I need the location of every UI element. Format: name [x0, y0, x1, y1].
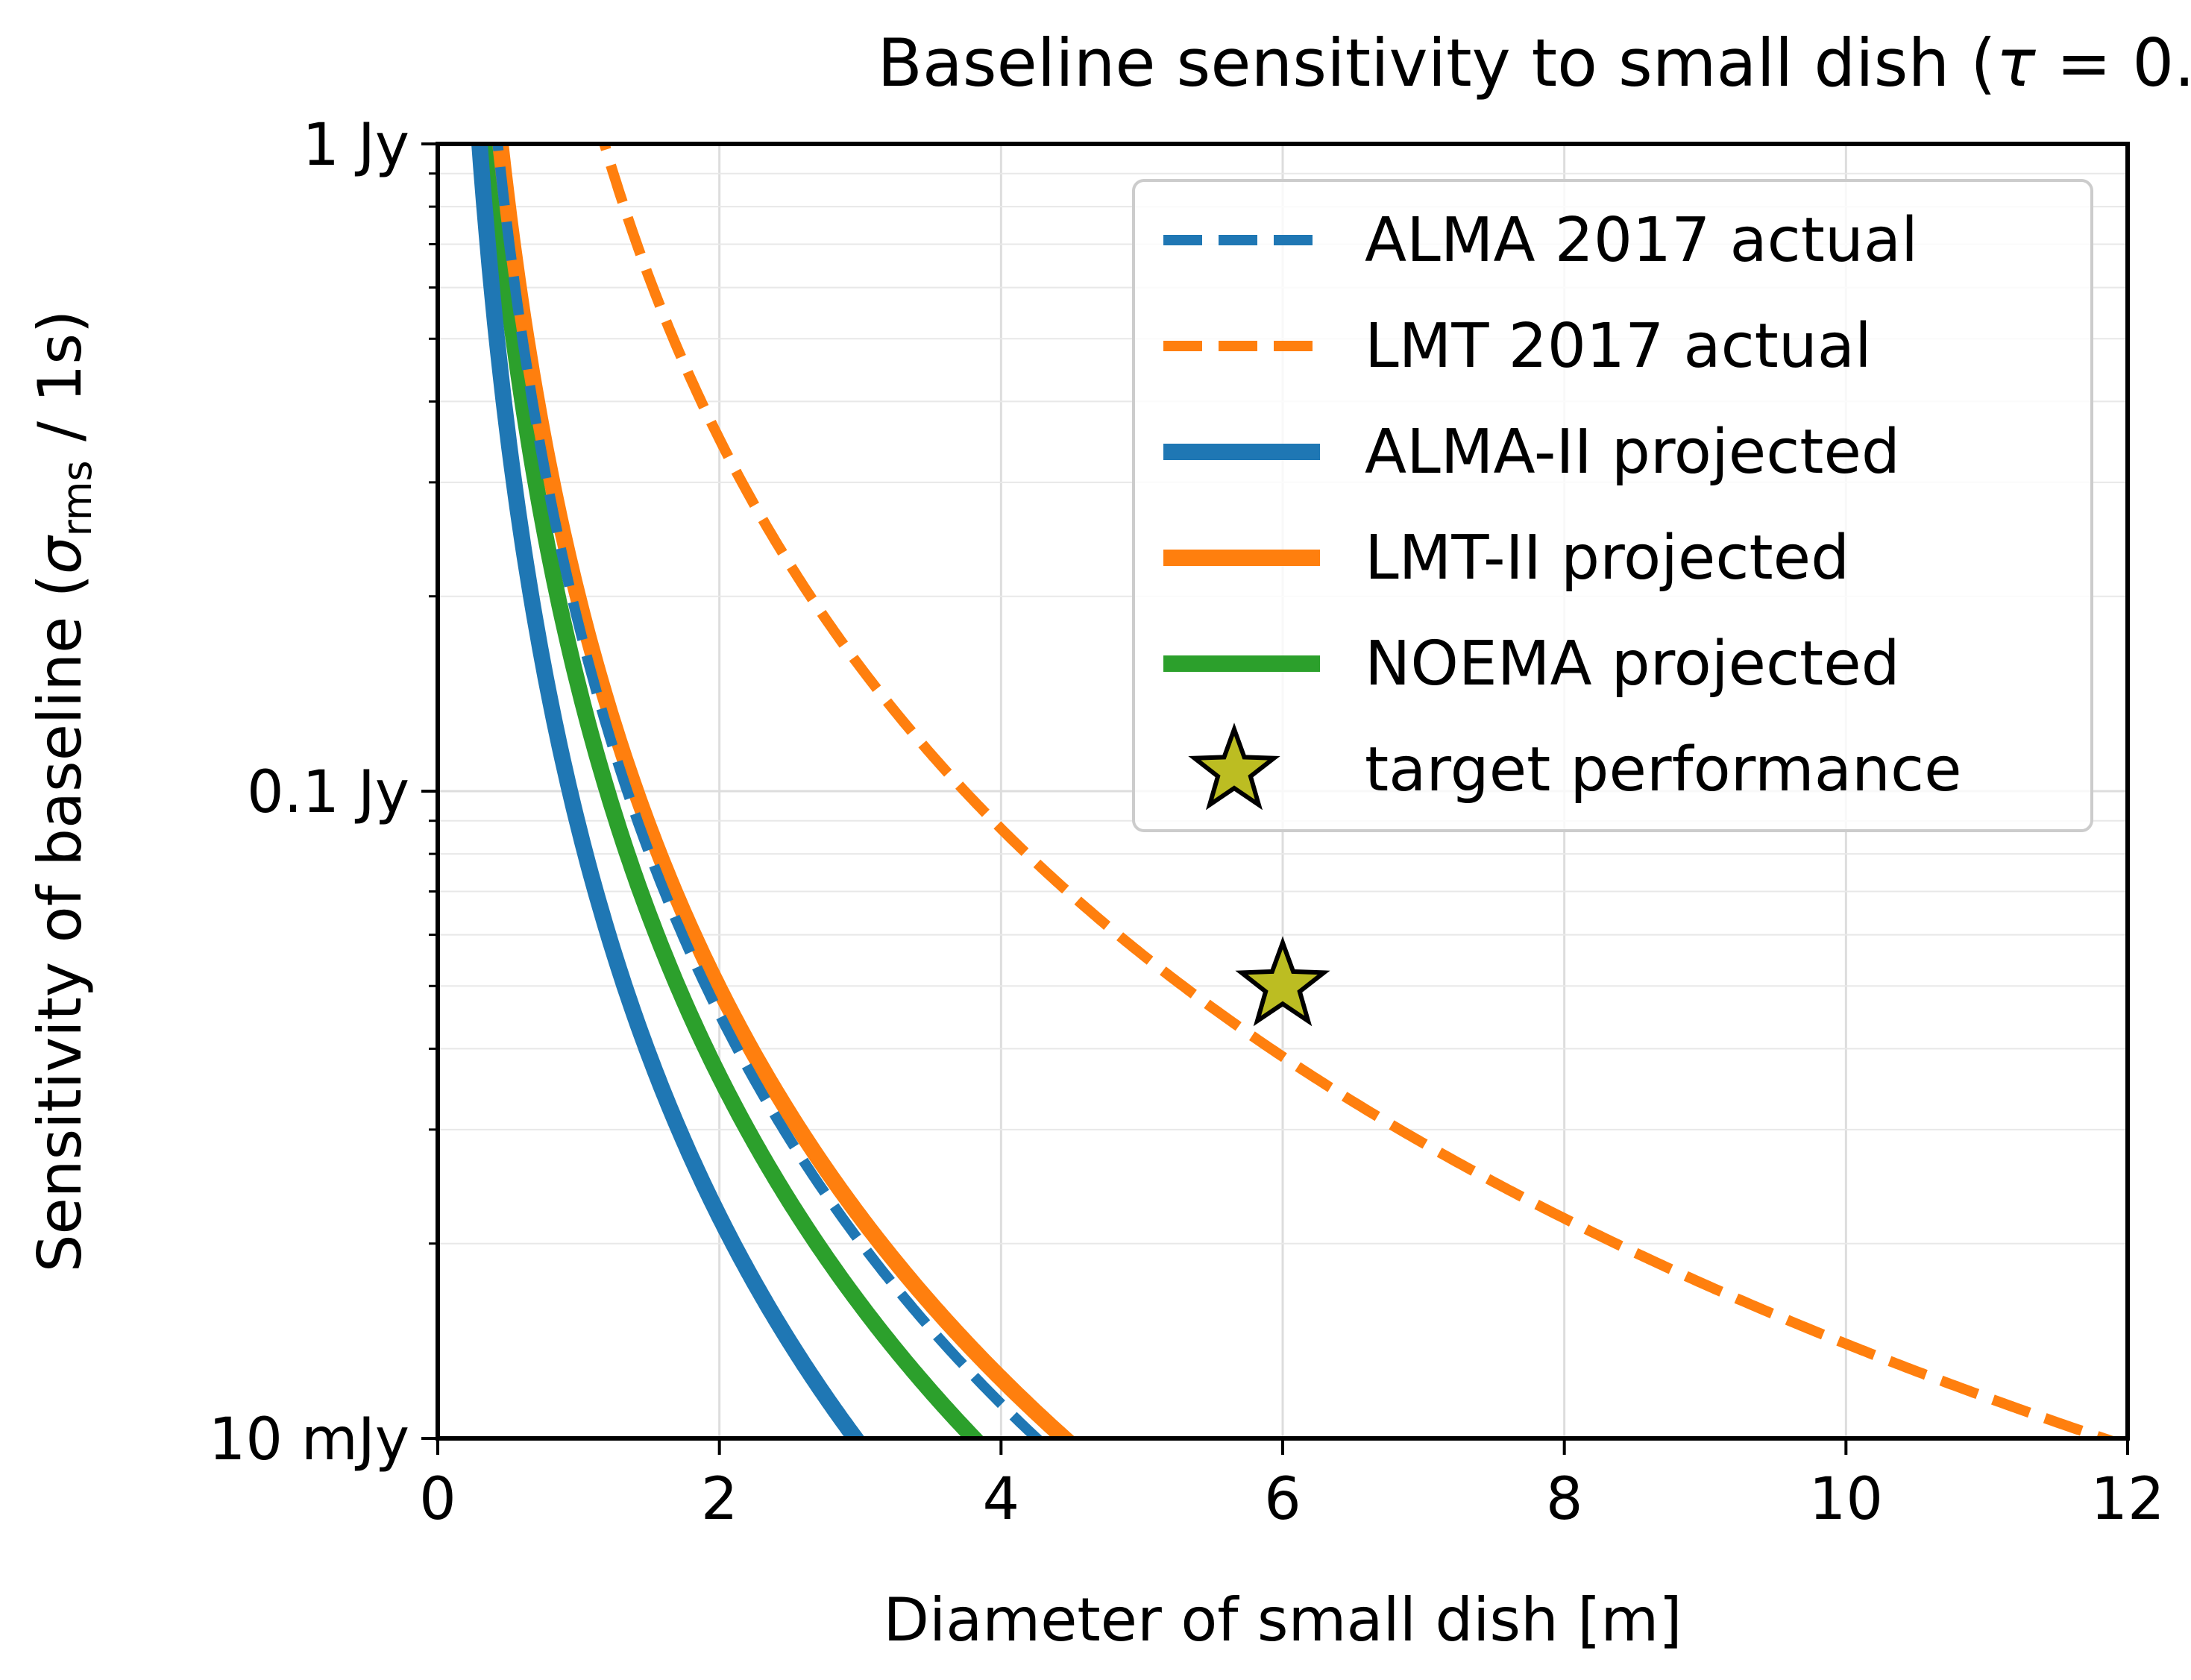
x-tick-label: 4 [983, 1466, 1020, 1533]
x-tick-label: 12 [2090, 1466, 2164, 1533]
series-line-alma-2017-actual [492, 144, 1045, 1438]
chart-title: Baseline sensitivity to small dish (τ = … [877, 25, 2191, 101]
y-tick-label: 0.1 Jy [247, 759, 409, 826]
y-tick-labels: 1 Jy 0.1 Jy 10 mJy [209, 112, 409, 1473]
series-line-noema-projected [482, 144, 986, 1438]
target-performance-star-icon [1235, 936, 1330, 1027]
x-tick-label: 0 [419, 1466, 456, 1533]
y-tick-label: 10 mJy [209, 1406, 409, 1473]
x-axis-label: Diameter of small dish [m] [883, 1585, 1682, 1655]
series-lines [471, 144, 2121, 1438]
x-tick-label: 2 [701, 1466, 738, 1533]
x-tick-labels: 0 2 4 6 8 10 12 [419, 1466, 2164, 1533]
series-line-lmt-2017-actual [599, 144, 2121, 1438]
legend-label-noema-projected: NOEMA projected [1365, 629, 1900, 699]
series-line-lmt-ii-projected [492, 144, 1077, 1438]
y-tick-label: 1 Jy [302, 112, 409, 179]
x-tick-label: 8 [1546, 1466, 1583, 1533]
legend-label-target-performance: target performance [1365, 734, 1962, 805]
legend-label-alma-2017-actual: ALMA 2017 actual [1365, 205, 1918, 276]
legend-box [1132, 179, 2093, 832]
plot-frame [436, 142, 2130, 1441]
legend-label-alma-ii-projected: ALMA-II projected [1365, 417, 1900, 488]
target-marker-group [1235, 936, 1330, 1027]
x-tick-label: 10 [1809, 1466, 1883, 1533]
legend: ALMA 2017 actual LMT 2017 actual ALMA-II p… [1132, 179, 2093, 832]
legend-label-lmt-ii-projected: LMT-II projected [1365, 523, 1849, 594]
x-tick-label: 6 [1264, 1466, 1301, 1533]
legend-label-lmt-2017-actual: LMT 2017 actual [1365, 311, 1872, 382]
y-axis-label: Sensitivity of baseline (σrms / 1s) [25, 310, 101, 1272]
series-line-alma-ii-projected [471, 144, 866, 1438]
legend-star-icon [1188, 723, 1280, 811]
